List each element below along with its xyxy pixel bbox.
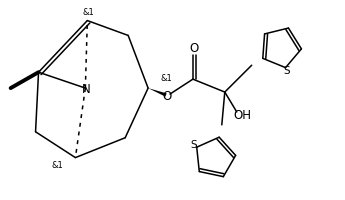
Text: &1: &1 [82, 8, 94, 17]
Text: O: O [162, 90, 172, 103]
Text: OH: OH [234, 109, 252, 122]
Text: &1: &1 [52, 161, 63, 170]
Text: N: N [82, 83, 91, 96]
Text: S: S [190, 140, 197, 150]
Text: O: O [189, 42, 198, 55]
Text: S: S [283, 66, 290, 76]
Text: &1: &1 [160, 74, 172, 83]
Polygon shape [148, 88, 167, 97]
